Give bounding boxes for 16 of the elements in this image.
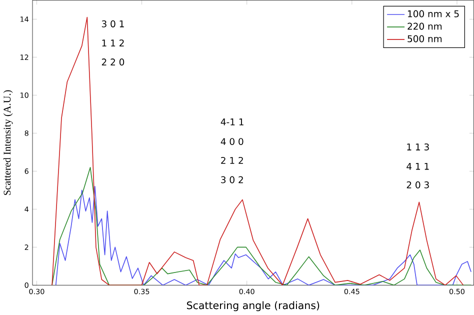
annotation: 2 2 0 [102,58,124,66]
annotation: 1 1 3 [407,144,429,151]
line-series [52,17,464,286]
annotation: 2 0 3 [406,182,429,189]
annotation: 1 1 2 [102,40,124,47]
legend-label: 220 nm [408,22,442,30]
y-axis-title: Scattered Intensity (A.U.) [3,90,13,196]
legend-label: 100 nm x 5 [408,10,459,18]
annotation: 4-1 1 [220,118,244,126]
annotation: 4 0 0 [220,138,244,146]
annotation: 2 1 2 [221,157,243,164]
annotation: 3 0 1 [102,20,124,28]
annotation: 4 1 1 [406,163,429,170]
annotation: 3 0 2 [221,176,243,184]
x-axis-title: Scattering angle (radians) [186,301,320,312]
legend-label: 500 nm [408,35,442,42]
